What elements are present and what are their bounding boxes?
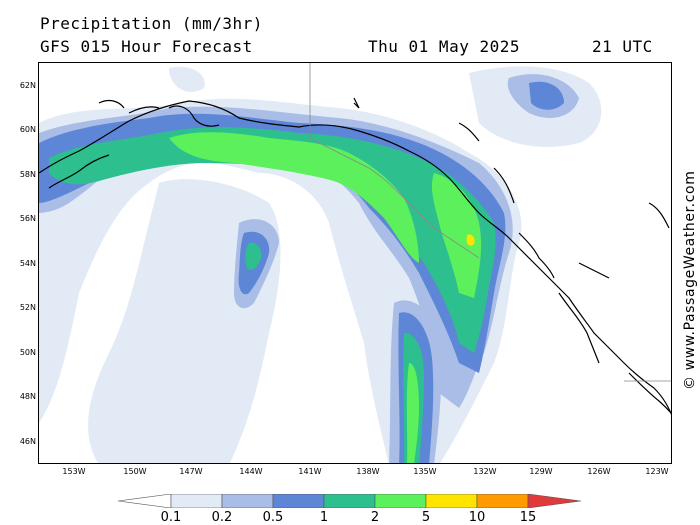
legend-swatch-3 (272, 494, 325, 508)
lon-label: 138W (356, 467, 380, 476)
forecast-date: Thu 01 May 2025 (368, 37, 520, 56)
lon-label: 123W (645, 467, 669, 476)
legend-value: 0.1 (160, 510, 182, 525)
lat-label: 52N (19, 303, 36, 312)
lat-label: 60N (19, 125, 36, 134)
precipitation-map (38, 62, 672, 464)
legend-swatch-6 (425, 494, 478, 508)
lat-label: 48N (19, 392, 36, 401)
coastline (39, 97, 671, 415)
legend-swatch-8 (527, 494, 582, 508)
legend-value: 5 (421, 510, 431, 525)
lon-label: 147W (179, 467, 203, 476)
precip-legend (118, 494, 582, 508)
lon-label: 126W (587, 467, 611, 476)
legend-swatch-1 (170, 494, 223, 508)
lon-label: 132W (473, 467, 497, 476)
lon-label: 153W (62, 467, 86, 476)
lat-label: 50N (19, 348, 36, 357)
precip-level-5 (466, 234, 475, 246)
lat-label: 62N (19, 81, 36, 90)
lat-label: 58N (19, 170, 36, 179)
legend-value: 10 (468, 510, 486, 525)
borders (309, 63, 671, 382)
lon-label: 135W (413, 467, 437, 476)
lat-label: 54N (19, 259, 36, 268)
legend-swatch-5 (374, 494, 427, 508)
legend-value: 0.5 (262, 510, 284, 525)
legend-swatch-0 (118, 494, 172, 508)
legend-value: 15 (519, 510, 537, 525)
map-canvas (39, 63, 671, 463)
legend-swatch-7 (476, 494, 529, 508)
lon-label: 144W (239, 467, 263, 476)
credit-text: © www.PassageWeather.com (682, 170, 698, 390)
forecast-time: 21 UTC (592, 37, 653, 56)
legend-value: 2 (370, 510, 380, 525)
legend-swatch-2 (221, 494, 274, 508)
legend-swatch-4 (323, 494, 376, 508)
lon-label: 141W (298, 467, 322, 476)
legend-value: 0.2 (211, 510, 233, 525)
lat-label: 56N (19, 214, 36, 223)
lon-label: 150W (123, 467, 147, 476)
legend-value: 1 (319, 510, 329, 525)
forecast-subtitle: GFS 015 Hour Forecast (40, 37, 253, 56)
lat-label: 46N (19, 437, 36, 446)
lon-label: 129W (529, 467, 553, 476)
precip-level-2 (169, 132, 482, 463)
map-title: Precipitation (mm/3hr) (40, 14, 263, 33)
